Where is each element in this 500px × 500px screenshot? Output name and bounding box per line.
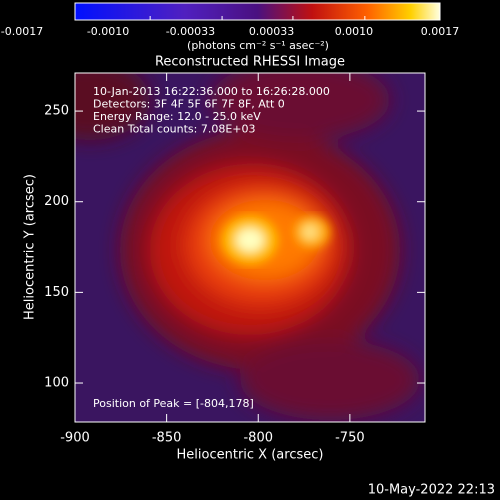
y-tick-label: 200 [44,194,69,209]
annotation: Clean Total counts: 7.08E+03 [93,123,256,136]
colorbar [74,2,441,21]
colorbar-tick-label: 0.00033 [249,25,295,38]
colorbar-tick-label: -0.00033 [166,25,215,38]
y-tick-label: 150 [44,285,69,300]
chart-title: Reconstructed RHESSI Image [155,55,345,70]
colorbar-tick-label: 0.0010 [335,25,374,38]
annotation: 10-Jan-2013 16:22:36.000 to 16:26:28.000 [93,85,330,98]
image [75,73,425,422]
annotation: Energy Range: 12.0 - 25.0 keV [93,110,261,123]
colorbar-tick-label: -0.0017 [1,25,43,38]
colorbar-tick-label: 0.0017 [421,25,460,38]
colorbar-tick-label: -0.0010 [87,25,129,38]
peak-label: Position of Peak = [-804,178] [93,397,254,410]
x-axis-label: Heliocentric X (arcsec) [177,448,324,463]
x-tick-label: -850 [152,431,182,446]
footer: 10-May-2022 22:13 [368,483,495,498]
y-tick-label: 100 [44,376,69,391]
x-tick-label: -900 [60,431,90,446]
annotation: Detectors: 3F 4F 5F 6F 7F 8F, Att 0 [93,98,285,111]
x-tick-label: -800 [243,431,273,446]
y-axis-label: Heliocentric Y (arcsec) [23,174,38,320]
plot-frame [74,72,426,423]
colorbar-label: (photons cm⁻² s⁻¹ asec⁻²) [187,39,329,52]
y-tick-label: 250 [44,104,69,119]
x-tick-label: -750 [335,431,365,446]
